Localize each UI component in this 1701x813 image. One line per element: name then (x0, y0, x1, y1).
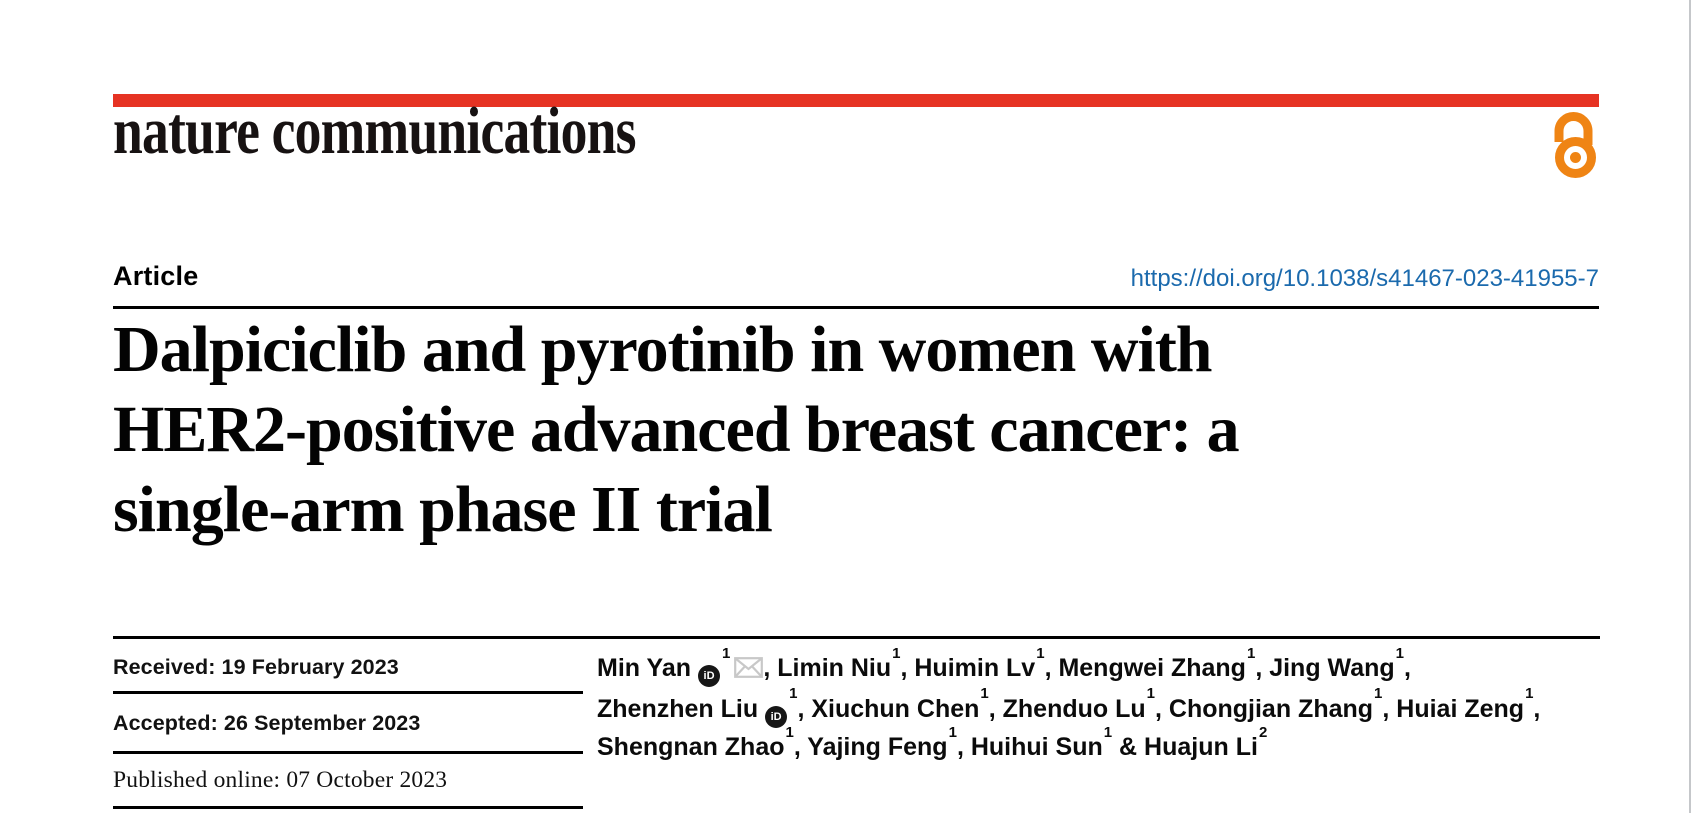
journal-logo: nature communications (113, 94, 636, 168)
history-bottom-rule (113, 806, 583, 809)
affiliation-superscript: 2 (1258, 723, 1268, 741)
doi-link[interactable]: https://doi.org/10.1038/s41467-023-41955… (1130, 265, 1599, 292)
orcid-icon[interactable]: iD (698, 665, 721, 688)
author-name-text: , Jing Wang (1255, 654, 1395, 682)
author-name-text: Zhenzhen Liu (597, 694, 759, 723)
affiliation-superscript: 1 (892, 644, 901, 662)
masthead-red-bar (113, 94, 1599, 107)
affiliation-superscript: 1 (785, 723, 794, 741)
author-name-text: , (1404, 654, 1411, 682)
author-name-text: , Huihui Sun (956, 733, 1103, 761)
orcid-icon[interactable]: iD (765, 705, 788, 728)
author-name-text: & Huajun Li (1112, 733, 1258, 761)
affiliation-superscript: 1 (1146, 685, 1156, 703)
affiliation-superscript: 1 (1374, 685, 1383, 703)
author-name-text: , (1533, 694, 1541, 723)
affiliation-superscript: 1 (1036, 644, 1045, 662)
affiliation-superscript: 1 (980, 685, 989, 703)
accepted-date: Accepted: 26 September 2023 (113, 711, 421, 735)
affiliation-superscript: 1 (789, 685, 798, 703)
affiliation-superscript: 1 (1246, 644, 1256, 662)
affiliation-superscript: 1 (948, 723, 957, 741)
author-name-text: , Limin Niu (763, 654, 892, 682)
author-name-text: Min Yan (597, 654, 692, 682)
article-type-label: Article (113, 261, 199, 291)
author-line: Min Yan iD1, Limin Niu1, Huimin Lv1, Meng… (597, 646, 1607, 690)
page-edge-line (1689, 0, 1691, 813)
history-top-rule (113, 636, 1600, 639)
authors-block: Min Yan iD1, Limin Niu1, Huimin Lv1, Meng… (597, 646, 1607, 767)
author-name-text: , Chongjian Zhang (1155, 694, 1374, 723)
article-title: Dalpiciclib and pyrotinib in women with … (113, 310, 1563, 550)
author-name-text: , Huimin Lv (900, 654, 1036, 682)
author-name-text: , Mengwei Zhang (1044, 654, 1246, 682)
article-title-line: single-arm phase II trial (113, 473, 773, 546)
article-title-line: HER2-positive advanced breast cancer: a (113, 393, 1240, 466)
author-name-text: , Huiai Zeng (1382, 694, 1525, 723)
affiliation-superscript: 1 (1103, 723, 1113, 741)
affiliation-superscript: 1 (1395, 644, 1404, 662)
author-name-text: , Yajing Feng (793, 733, 948, 761)
author-name-text: , Zhenduo Lu (988, 694, 1146, 723)
author-line: Zhenzhen Liu iD1, Xiuchun Chen1, Zhenduo … (597, 686, 1607, 729)
history-divider-rule (113, 751, 583, 754)
affiliation-superscript: 1 (1525, 685, 1534, 703)
author-line: Shengnan Zhao1, Yajing Feng1, Huihui Sun… (597, 725, 1607, 767)
author-name-text: Shengnan Zhao (597, 733, 785, 761)
open-access-icon (1554, 112, 1596, 178)
history-divider-rule (113, 691, 583, 694)
email-envelope-icon[interactable] (734, 651, 764, 690)
published-date: Published online: 07 October 2023 (113, 767, 448, 793)
title-divider-rule (113, 306, 1599, 309)
received-date: Received: 19 February 2023 (113, 655, 399, 679)
author-name-text: , Xiuchun Chen (797, 694, 980, 723)
affiliation-superscript: 1 (722, 644, 731, 662)
article-title-line: Dalpiciclib and pyrotinib in women with (113, 313, 1213, 386)
